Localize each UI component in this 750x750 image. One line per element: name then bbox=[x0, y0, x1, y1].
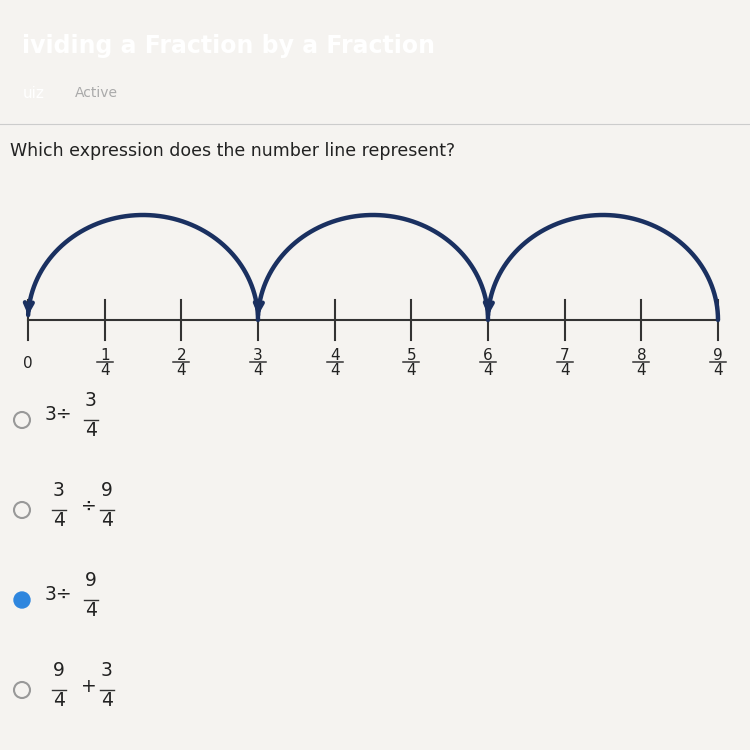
Text: 4: 4 bbox=[101, 691, 113, 710]
Text: 4: 4 bbox=[330, 348, 340, 363]
Text: 9: 9 bbox=[85, 571, 97, 590]
Text: 9: 9 bbox=[53, 661, 65, 680]
Text: 4: 4 bbox=[406, 363, 416, 378]
Text: 4: 4 bbox=[483, 363, 493, 378]
Text: 3: 3 bbox=[53, 481, 65, 500]
Text: 2: 2 bbox=[176, 348, 186, 363]
Text: 3÷: 3÷ bbox=[45, 404, 73, 424]
Text: 3: 3 bbox=[85, 391, 97, 410]
Text: +: + bbox=[81, 676, 97, 695]
Text: 4: 4 bbox=[101, 511, 113, 530]
Text: 8: 8 bbox=[637, 348, 646, 363]
Text: 4: 4 bbox=[637, 363, 646, 378]
Text: 4: 4 bbox=[330, 363, 340, 378]
Text: 4: 4 bbox=[560, 363, 569, 378]
Text: 1: 1 bbox=[100, 348, 109, 363]
Text: 0: 0 bbox=[23, 356, 33, 371]
Text: Which expression does the number line represent?: Which expression does the number line re… bbox=[10, 142, 455, 160]
Text: 4: 4 bbox=[176, 363, 186, 378]
Text: 5: 5 bbox=[406, 348, 416, 363]
Text: Active: Active bbox=[75, 86, 118, 100]
Text: 3÷: 3÷ bbox=[45, 584, 73, 604]
Text: 9: 9 bbox=[713, 348, 723, 363]
Text: 4: 4 bbox=[254, 363, 262, 378]
Text: 3: 3 bbox=[101, 661, 113, 680]
Text: 4: 4 bbox=[100, 363, 109, 378]
Text: 4: 4 bbox=[85, 421, 97, 440]
Text: uiz: uiz bbox=[22, 86, 44, 101]
Text: ividing a Fraction by a Fraction: ividing a Fraction by a Fraction bbox=[22, 34, 436, 58]
Text: 3: 3 bbox=[253, 348, 262, 363]
Circle shape bbox=[14, 592, 30, 608]
Text: ÷: ÷ bbox=[81, 496, 97, 515]
Text: 4: 4 bbox=[53, 691, 65, 710]
Text: 4: 4 bbox=[53, 511, 65, 530]
Text: 4: 4 bbox=[713, 363, 723, 378]
Text: 9: 9 bbox=[101, 481, 113, 500]
Text: 4: 4 bbox=[85, 601, 97, 620]
Text: 7: 7 bbox=[560, 348, 569, 363]
Text: 6: 6 bbox=[483, 348, 493, 363]
